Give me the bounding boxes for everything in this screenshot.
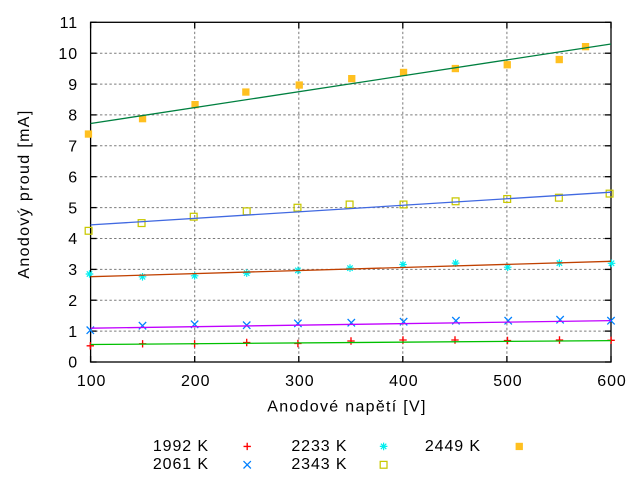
svg-text:600: 600 [597, 373, 626, 390]
svg-text:2449 K: 2449 K [425, 438, 481, 455]
svg-text:6: 6 [68, 169, 78, 186]
svg-text:5: 5 [68, 200, 78, 217]
svg-text:0: 0 [68, 355, 78, 372]
svg-text:7: 7 [68, 139, 78, 156]
svg-text:2061 K: 2061 K [153, 456, 209, 473]
svg-text:2233 K: 2233 K [291, 438, 347, 455]
svg-text:1992 K: 1992 K [153, 438, 209, 455]
svg-text:200: 200 [181, 373, 210, 390]
svg-text:300: 300 [285, 373, 314, 390]
svg-text:Anodové napětí [V]: Anodové napětí [V] [267, 399, 427, 416]
svg-text:10: 10 [58, 46, 78, 63]
svg-text:1: 1 [68, 324, 78, 341]
svg-text:4: 4 [68, 231, 78, 248]
svg-text:500: 500 [493, 373, 522, 390]
svg-text:8: 8 [68, 108, 78, 125]
svg-text:2: 2 [68, 293, 78, 310]
svg-text:11: 11 [60, 15, 78, 32]
svg-text:Anodový proud [mA]: Anodový proud [mA] [16, 109, 33, 278]
svg-text:3: 3 [68, 262, 78, 279]
svg-text:100: 100 [77, 373, 106, 390]
svg-text:400: 400 [389, 373, 418, 390]
svg-text:9: 9 [68, 77, 78, 94]
svg-text:2343 K: 2343 K [291, 456, 347, 473]
